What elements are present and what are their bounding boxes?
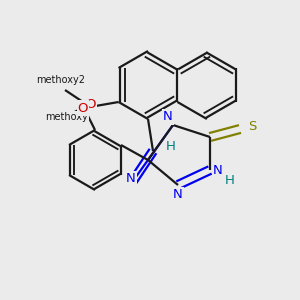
Text: N: N — [126, 172, 136, 185]
Text: methoxy: methoxy — [45, 112, 88, 122]
Text: S: S — [248, 121, 256, 134]
Text: O: O — [78, 101, 88, 115]
Text: N: N — [173, 188, 183, 202]
Text: methoxy2: methoxy2 — [37, 75, 86, 85]
Text: N: N — [163, 110, 173, 124]
Text: O: O — [85, 98, 96, 112]
Text: H: H — [225, 173, 235, 187]
Text: H: H — [166, 140, 176, 152]
Text: N: N — [213, 164, 223, 176]
